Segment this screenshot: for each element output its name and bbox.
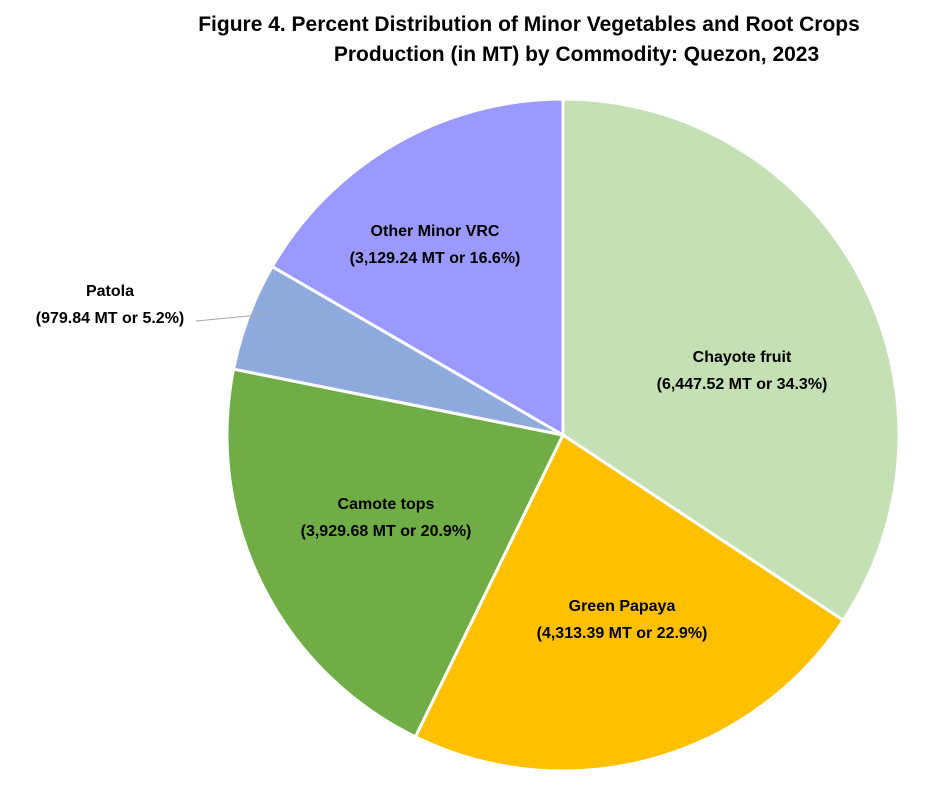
slice-name-label: Chayote fruit: [693, 349, 792, 366]
chart-title: Figure 4. Percent Distribution of Minor …: [0, 10, 943, 70]
pie-slices: [225, 97, 901, 773]
slice-value-label: (3,929.68 MT or 20.9%): [301, 523, 472, 540]
slice-value-label: (979.84 MT or 5.2%): [36, 310, 185, 327]
slice-value-label: (4,313.39 MT or 22.9%): [537, 625, 708, 642]
pie-labels: Chayote fruit (6,447.52 MT or 34.3%) Green…: [36, 223, 828, 642]
leader-line-patola: [195, 313, 271, 322]
slice-name-label: Other Minor VRC: [371, 223, 500, 240]
chart-title-line-1: Figure 4. Percent Distribution of Minor …: [198, 13, 860, 36]
slice-value-label: (3,129.24 MT or 16.6%): [350, 250, 521, 267]
pie-slice-other-minor-vrc: [270, 97, 565, 438]
slice-value-label: (6,447.52 MT or 34.3%): [657, 376, 828, 393]
slice-name-label: Green Papaya: [569, 598, 676, 615]
pie-slice-camote-tops: [225, 367, 566, 739]
slice-name-label: Patola: [86, 283, 134, 300]
slice-name-label: Camote tops: [338, 496, 435, 513]
chart-title-line-2: Production (in MT) by Commodity: Quezon,…: [333, 43, 820, 66]
